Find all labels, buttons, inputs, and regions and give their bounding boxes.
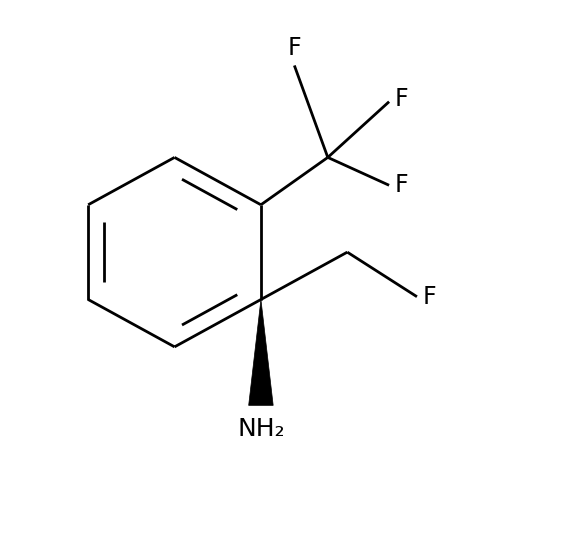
Text: NH₂: NH₂ bbox=[237, 417, 285, 441]
Text: F: F bbox=[395, 173, 408, 197]
Text: F: F bbox=[423, 284, 436, 309]
Polygon shape bbox=[249, 300, 273, 405]
Text: F: F bbox=[395, 87, 408, 111]
Text: F: F bbox=[288, 36, 301, 60]
